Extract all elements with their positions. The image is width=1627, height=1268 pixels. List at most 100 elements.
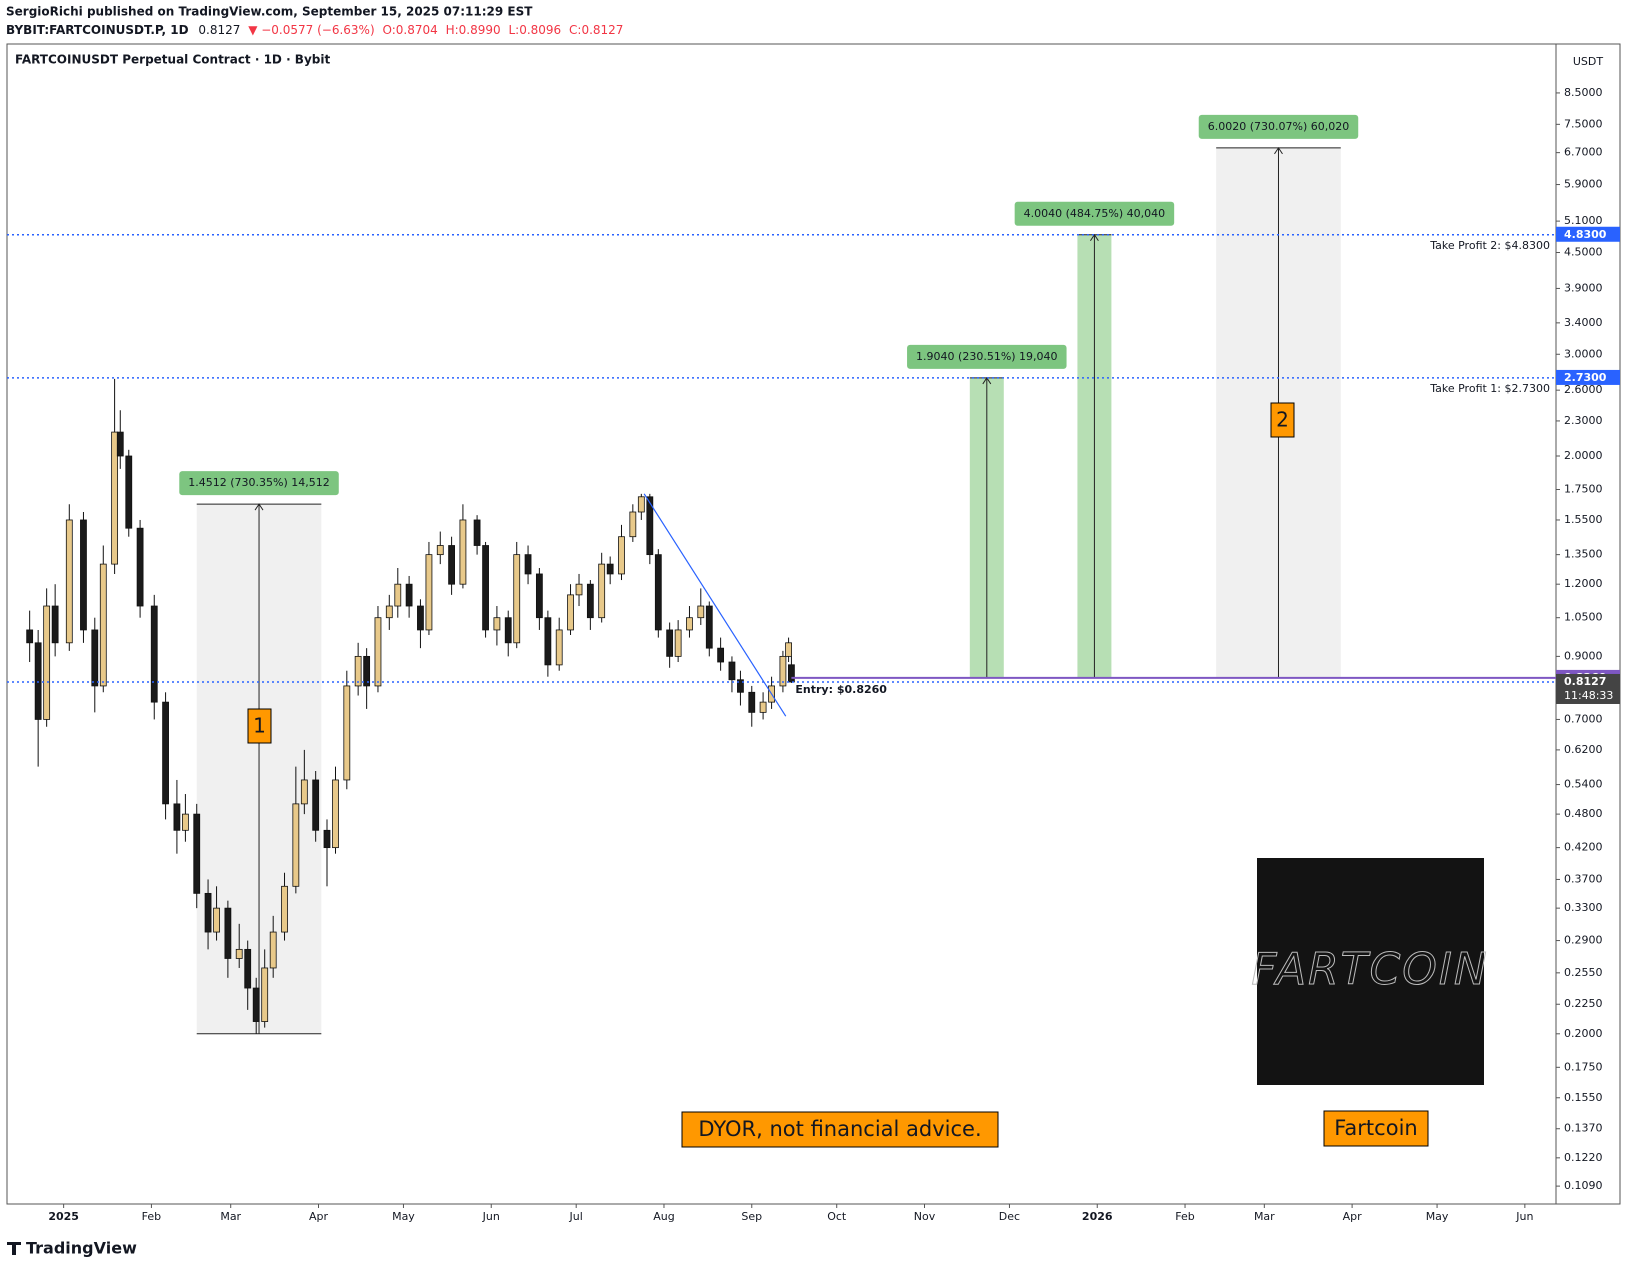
trendline: [643, 493, 787, 717]
chart-layer: 8.5000 7.5000 6.7000 5.9000 5.1000 4.5000 3.90…: [7, 86, 1620, 1223]
candle-body: [759, 701, 767, 713]
candle-body: [150, 605, 158, 703]
arrow-head: [1090, 233, 1099, 242]
candle-body: [436, 545, 444, 556]
y-tick-label: 0.3300: [1564, 901, 1603, 914]
measure-label-bg: [179, 471, 339, 496]
badge: [1270, 402, 1295, 438]
y-tick-label: 0.6200: [1564, 743, 1603, 756]
candle-body: [629, 511, 637, 538]
candle-body: [252, 987, 260, 1022]
candle-body: [493, 617, 501, 631]
measure-label: 1.4512 (730.35%) 14,512: [188, 476, 330, 489]
measure-label: 1.9040 (230.51%) 19,040: [916, 350, 1058, 363]
note-box: [1323, 1110, 1429, 1147]
candle-body: [343, 685, 351, 781]
countdown: 11:48:33: [1564, 689, 1613, 702]
candle-body: [26, 629, 34, 644]
y-tick-label: 3.4000: [1564, 316, 1603, 329]
x-tick-label: 2026: [1082, 1210, 1113, 1223]
candle-body: [182, 813, 189, 831]
candle-body: [162, 701, 169, 805]
brand-icon: [7, 1242, 21, 1255]
candle-body: [269, 931, 277, 969]
y-tick-label: 2.0000: [1564, 449, 1603, 462]
candle-body: [544, 617, 552, 666]
x-tick-label: Feb: [1175, 1210, 1194, 1223]
candle-body: [555, 629, 563, 666]
note: Fartcoin: [1334, 1116, 1417, 1140]
candle-body: [213, 907, 220, 933]
candle-body: [779, 655, 787, 687]
measure-label: 4.0040 (484.75%) 40,040: [1024, 207, 1166, 220]
x-tick-label: Dec: [999, 1210, 1020, 1223]
candle-body: [385, 605, 393, 619]
candle-body: [111, 431, 119, 565]
ohlc: C:0.8127: [569, 23, 623, 37]
candle-body: [586, 583, 594, 619]
candle-body: [34, 642, 42, 720]
note-box: [681, 1111, 999, 1148]
arrow-head: [254, 503, 264, 511]
x-tick-label: Nov: [914, 1210, 936, 1223]
candle-body: [173, 803, 181, 831]
note: DYOR, not financial advice.: [698, 1117, 981, 1141]
y-tick-label: 0.2550: [1564, 966, 1603, 979]
y-tick-label: 0.1370: [1564, 1122, 1603, 1135]
y-tick-label: 3.9000: [1564, 281, 1603, 294]
y-tick-label: 1.2000: [1564, 577, 1603, 590]
ohlc: L:0.8096: [508, 23, 561, 37]
y-tick-label: 0.1750: [1564, 1060, 1603, 1073]
candle-body: [524, 554, 532, 575]
y-tick-label: 3.0000: [1564, 347, 1603, 360]
y-unit: USDT: [1573, 55, 1604, 68]
y-tick-label: 4.5000: [1564, 246, 1603, 259]
candle-body: [598, 563, 606, 619]
candle-body: [374, 617, 382, 687]
y-tick-label: 0.4200: [1564, 841, 1603, 854]
candle-body: [417, 605, 424, 631]
y-tick-label: 7.5000: [1564, 117, 1603, 130]
candle-body: [788, 664, 795, 683]
candle-body: [235, 948, 243, 959]
candle-body: [116, 431, 124, 457]
candle-body: [748, 691, 756, 713]
y-tick-label: 2.6000: [1564, 383, 1603, 396]
measure-label: 6.0020 (730.07%) 60,020: [1208, 120, 1350, 133]
x-tick-label: Sep: [741, 1210, 762, 1223]
candle-body: [459, 519, 467, 585]
candle-body: [674, 629, 682, 657]
candle-body: [281, 885, 288, 933]
candle-body: [785, 642, 792, 657]
y-tick-label: 2.3000: [1564, 414, 1603, 427]
candle-body: [51, 605, 59, 644]
publisher: SergioRichi published on TradingView.com…: [6, 5, 533, 19]
candle-body: [737, 679, 744, 693]
candle-body: [193, 813, 201, 894]
footer-brand: TradingView: [26, 1239, 137, 1258]
y-tick-label: 0.9000: [1564, 649, 1603, 662]
candle-body: [91, 629, 99, 687]
y-tick-label: 0.1090: [1564, 1179, 1603, 1192]
candle-body: [575, 583, 583, 596]
chart-title: FARTCOINUSDT Perpetual Contract · 1D · B…: [15, 53, 330, 67]
candle-body: [504, 617, 512, 644]
candle-body: [244, 948, 252, 989]
y-tick-label: 5.1000: [1564, 214, 1603, 227]
x-tick-label: May: [1426, 1210, 1449, 1223]
x-tick-label: Apr: [1343, 1210, 1363, 1223]
candle-body: [567, 594, 574, 631]
y-tick-label: 8.5000: [1564, 86, 1603, 99]
x-tick-label: May: [392, 1210, 415, 1223]
ohlc: O:0.8704: [382, 23, 437, 37]
badge-text: 2: [1276, 408, 1289, 432]
arrow-head: [982, 377, 992, 385]
y-tick-label: 0.4800: [1564, 807, 1603, 820]
price-tag: [1556, 226, 1620, 242]
candle-body: [292, 803, 300, 887]
y-tick-label: 1.3500: [1564, 548, 1603, 561]
candle-body: [99, 563, 107, 687]
x-tick-label: 2025: [48, 1210, 79, 1223]
y-tick-label: 1.5500: [1564, 513, 1603, 526]
x-tick-label: Apr: [309, 1210, 329, 1223]
